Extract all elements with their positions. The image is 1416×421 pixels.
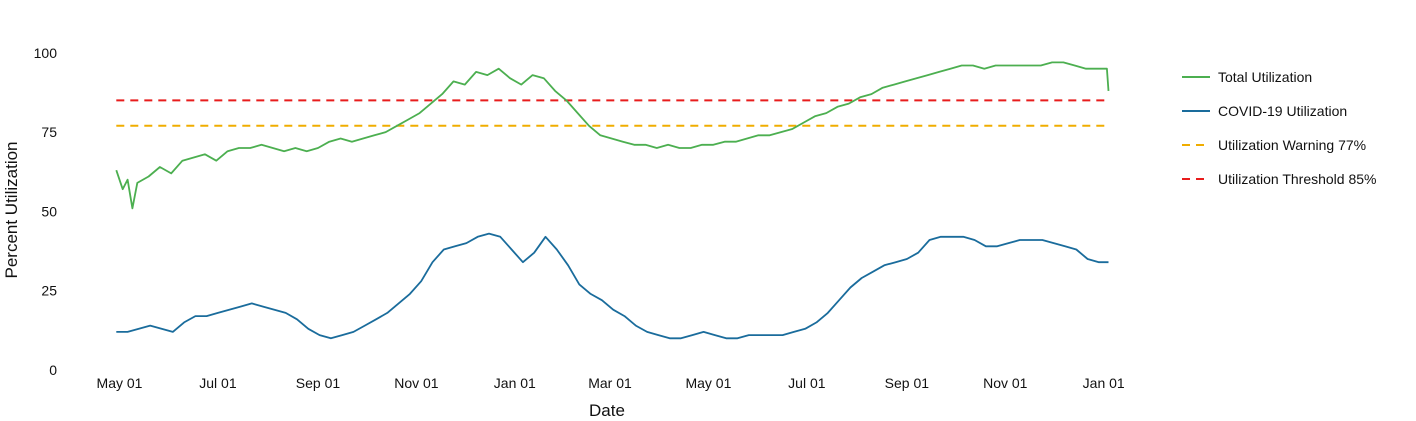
x-axis-title: Date — [589, 401, 625, 420]
y-tick-label: 0 — [49, 362, 57, 378]
legend-label: COVID-19 Utilization — [1218, 103, 1347, 119]
x-tick-label: Sep 01 — [885, 375, 930, 391]
x-tick-label: May 01 — [97, 375, 143, 391]
legend-label: Utilization Threshold 85% — [1218, 171, 1377, 187]
x-tick-label: Nov 01 — [983, 375, 1028, 391]
series-lines — [115, 61, 1110, 340]
x-tick-label: Jul 01 — [788, 375, 826, 391]
x-axis-ticks: May 01 Jul 01 Sep 01 Nov 01 Jan 01 Mar 01 May … — [97, 375, 1125, 391]
x-tick-label: Jan 01 — [494, 375, 536, 391]
legend-label: Total Utilization — [1218, 69, 1312, 85]
y-tick-label: 100 — [34, 45, 58, 61]
y-axis-title: Percent Utilization — [2, 141, 21, 278]
series-line — [115, 61, 1110, 210]
x-tick-label: Sep 01 — [296, 375, 341, 391]
x-tick-label: May 01 — [685, 375, 731, 391]
series-line — [116, 232, 1109, 340]
y-tick-label: 25 — [41, 283, 57, 299]
legend-label: Utilization Warning 77% — [1218, 137, 1366, 153]
y-tick-label: 50 — [41, 203, 57, 219]
x-tick-label: Nov 01 — [394, 375, 439, 391]
x-tick-label: Mar 01 — [588, 375, 632, 391]
y-axis-ticks: 0 25 50 75 100 — [34, 45, 58, 378]
legend: Total Utilization COVID-19 Utilization Uti… — [1182, 69, 1377, 187]
x-tick-label: Jul 01 — [199, 375, 237, 391]
y-tick-label: 75 — [41, 124, 57, 140]
x-tick-label: Jan 01 — [1083, 375, 1125, 391]
